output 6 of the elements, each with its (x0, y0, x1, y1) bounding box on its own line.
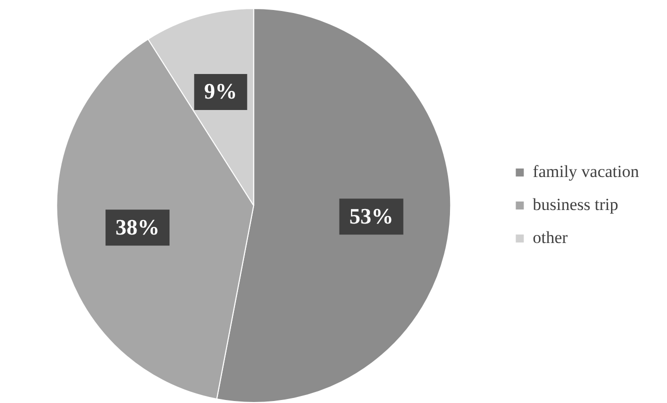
legend-label: family vacation (532, 162, 640, 181)
data-label: 53% (349, 203, 394, 228)
legend-label: business trip (532, 194, 618, 214)
legend-label: other (532, 228, 568, 247)
data-label: 9% (204, 78, 238, 104)
data-label: 38% (116, 214, 160, 240)
